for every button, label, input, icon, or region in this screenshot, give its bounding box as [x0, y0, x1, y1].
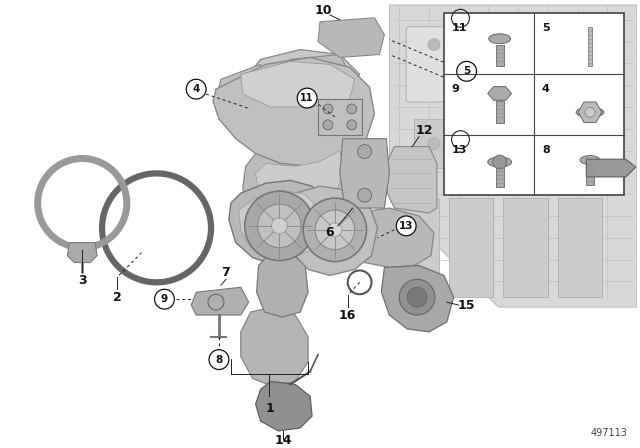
- Circle shape: [585, 108, 595, 117]
- Text: 4: 4: [542, 84, 550, 94]
- Polygon shape: [241, 309, 308, 386]
- Polygon shape: [243, 144, 360, 240]
- Circle shape: [186, 79, 206, 99]
- Text: 1: 1: [265, 402, 274, 415]
- Polygon shape: [389, 5, 637, 307]
- Polygon shape: [249, 50, 360, 99]
- Bar: [414, 119, 454, 168]
- Circle shape: [493, 155, 507, 169]
- Polygon shape: [586, 159, 636, 177]
- Polygon shape: [191, 287, 249, 315]
- Polygon shape: [488, 86, 511, 100]
- Polygon shape: [318, 99, 362, 135]
- Circle shape: [328, 223, 342, 237]
- Bar: [586, 165, 594, 185]
- FancyBboxPatch shape: [466, 27, 516, 102]
- Text: 11: 11: [452, 23, 467, 33]
- Polygon shape: [340, 139, 389, 208]
- Text: 11: 11: [300, 93, 314, 103]
- Circle shape: [358, 188, 371, 202]
- Circle shape: [347, 120, 356, 130]
- Circle shape: [244, 191, 314, 261]
- Bar: [394, 198, 439, 297]
- Circle shape: [323, 104, 333, 114]
- Circle shape: [428, 138, 440, 150]
- Text: 7: 7: [221, 266, 230, 279]
- Bar: [496, 101, 504, 123]
- Text: 8: 8: [542, 145, 550, 155]
- Circle shape: [488, 138, 499, 150]
- Polygon shape: [257, 253, 308, 317]
- Circle shape: [488, 39, 499, 51]
- Text: 13: 13: [452, 145, 467, 155]
- Bar: [449, 198, 493, 297]
- Text: 9: 9: [452, 84, 460, 94]
- Circle shape: [399, 280, 435, 315]
- Circle shape: [347, 104, 356, 114]
- Circle shape: [315, 210, 355, 250]
- Text: 4: 4: [193, 84, 200, 94]
- Polygon shape: [229, 180, 328, 266]
- Circle shape: [271, 218, 287, 234]
- Text: 8: 8: [215, 355, 223, 365]
- Polygon shape: [216, 65, 271, 114]
- Text: 12: 12: [415, 124, 433, 137]
- Text: 5: 5: [542, 23, 550, 33]
- Circle shape: [323, 120, 333, 130]
- Circle shape: [303, 198, 367, 262]
- Text: 5: 5: [463, 66, 470, 76]
- Polygon shape: [213, 57, 374, 166]
- Polygon shape: [381, 266, 454, 332]
- Circle shape: [547, 39, 559, 51]
- Polygon shape: [255, 381, 312, 431]
- Text: 497113: 497113: [590, 428, 627, 438]
- Bar: [496, 45, 504, 66]
- Polygon shape: [387, 146, 437, 213]
- FancyBboxPatch shape: [406, 27, 457, 102]
- Text: 2: 2: [113, 291, 122, 304]
- Ellipse shape: [488, 157, 511, 167]
- Polygon shape: [241, 61, 355, 107]
- Polygon shape: [239, 190, 322, 258]
- Text: 6: 6: [326, 226, 334, 239]
- Bar: [479, 119, 518, 168]
- Circle shape: [396, 216, 416, 236]
- Text: 3: 3: [78, 274, 86, 287]
- Circle shape: [407, 287, 427, 307]
- Bar: [503, 198, 548, 297]
- Circle shape: [358, 145, 371, 159]
- FancyBboxPatch shape: [525, 27, 575, 102]
- Polygon shape: [318, 18, 385, 57]
- Ellipse shape: [580, 155, 600, 164]
- Polygon shape: [291, 186, 378, 276]
- Circle shape: [457, 61, 477, 81]
- Text: 9: 9: [161, 294, 168, 304]
- Bar: [588, 27, 592, 66]
- Text: 16: 16: [339, 309, 356, 322]
- Circle shape: [257, 204, 301, 248]
- Circle shape: [155, 289, 174, 309]
- Bar: [496, 167, 504, 187]
- Text: 10: 10: [314, 4, 332, 17]
- Bar: [557, 198, 602, 297]
- Polygon shape: [348, 208, 434, 267]
- Circle shape: [428, 39, 440, 51]
- Polygon shape: [285, 55, 349, 99]
- Bar: [444, 13, 625, 195]
- Text: 15: 15: [458, 299, 476, 312]
- Circle shape: [209, 350, 229, 370]
- Ellipse shape: [489, 34, 511, 44]
- Text: 14: 14: [275, 435, 292, 448]
- Polygon shape: [578, 102, 602, 123]
- Polygon shape: [67, 243, 97, 263]
- Text: 13: 13: [399, 221, 413, 231]
- Polygon shape: [255, 151, 345, 220]
- Ellipse shape: [576, 108, 604, 117]
- Circle shape: [297, 88, 317, 108]
